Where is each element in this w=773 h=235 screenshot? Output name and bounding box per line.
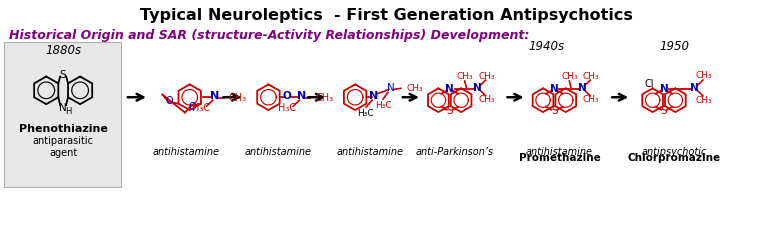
Text: N: N xyxy=(387,83,395,93)
Text: H₃C: H₃C xyxy=(278,103,296,113)
Text: antihistamine: antihistamine xyxy=(336,147,404,157)
Text: S: S xyxy=(60,70,66,79)
Text: 1940s: 1940s xyxy=(529,40,564,53)
Text: O: O xyxy=(165,96,173,106)
Text: antihistamine: antihistamine xyxy=(526,147,593,157)
Text: S: S xyxy=(661,106,667,117)
Text: Chlorpromazine: Chlorpromazine xyxy=(628,153,720,163)
Text: N: N xyxy=(210,91,220,101)
Text: O: O xyxy=(188,102,196,112)
Text: CH₃: CH₃ xyxy=(583,72,600,81)
Text: CH₃: CH₃ xyxy=(456,72,473,81)
Text: CH₃: CH₃ xyxy=(315,93,333,103)
Text: antipsychotic: antipsychotic xyxy=(642,147,707,157)
Text: Historical Origin and SAR (structure-Activity Relationships) Development:: Historical Origin and SAR (structure-Act… xyxy=(9,29,530,42)
Text: N: N xyxy=(690,83,698,93)
Text: Promethazine: Promethazine xyxy=(519,153,601,163)
Text: CH₃: CH₃ xyxy=(696,96,712,105)
Text: CH₃: CH₃ xyxy=(583,95,600,104)
Text: 1950: 1950 xyxy=(659,40,689,53)
Text: H: H xyxy=(65,107,71,116)
FancyBboxPatch shape xyxy=(5,42,121,187)
Text: N: N xyxy=(297,91,306,101)
Text: CH₃: CH₃ xyxy=(561,72,577,81)
Text: Cl: Cl xyxy=(645,79,655,89)
Text: CH₃: CH₃ xyxy=(407,84,424,93)
Text: CH₃: CH₃ xyxy=(478,72,495,81)
Text: Phenothiazine: Phenothiazine xyxy=(19,124,107,134)
Text: N: N xyxy=(473,83,482,93)
Text: N: N xyxy=(659,84,669,94)
Text: antiparasitic
agent: antiparasitic agent xyxy=(32,136,94,158)
Text: N: N xyxy=(369,91,379,101)
Text: Typical Neuroleptics  - First Generation Antipsychotics: Typical Neuroleptics - First Generation … xyxy=(140,8,632,23)
Text: N: N xyxy=(60,103,67,113)
Text: O: O xyxy=(283,91,291,101)
Text: CH₃: CH₃ xyxy=(229,93,247,103)
Text: H₃C: H₃C xyxy=(357,109,373,118)
Text: H₃C: H₃C xyxy=(192,103,209,113)
Text: anti-Parkinson’s: anti-Parkinson’s xyxy=(416,147,494,157)
Text: N: N xyxy=(550,84,559,94)
Text: S: S xyxy=(447,106,453,117)
Text: N: N xyxy=(445,84,455,94)
Text: CH₃: CH₃ xyxy=(696,70,712,80)
Text: CH₃: CH₃ xyxy=(478,95,495,104)
Text: 1880s: 1880s xyxy=(45,44,81,57)
Text: N: N xyxy=(578,83,587,93)
Text: antihistamine: antihistamine xyxy=(245,147,312,157)
Text: antihistamine: antihistamine xyxy=(152,147,220,157)
Text: H₃C: H₃C xyxy=(375,101,391,110)
Text: S: S xyxy=(551,106,557,117)
